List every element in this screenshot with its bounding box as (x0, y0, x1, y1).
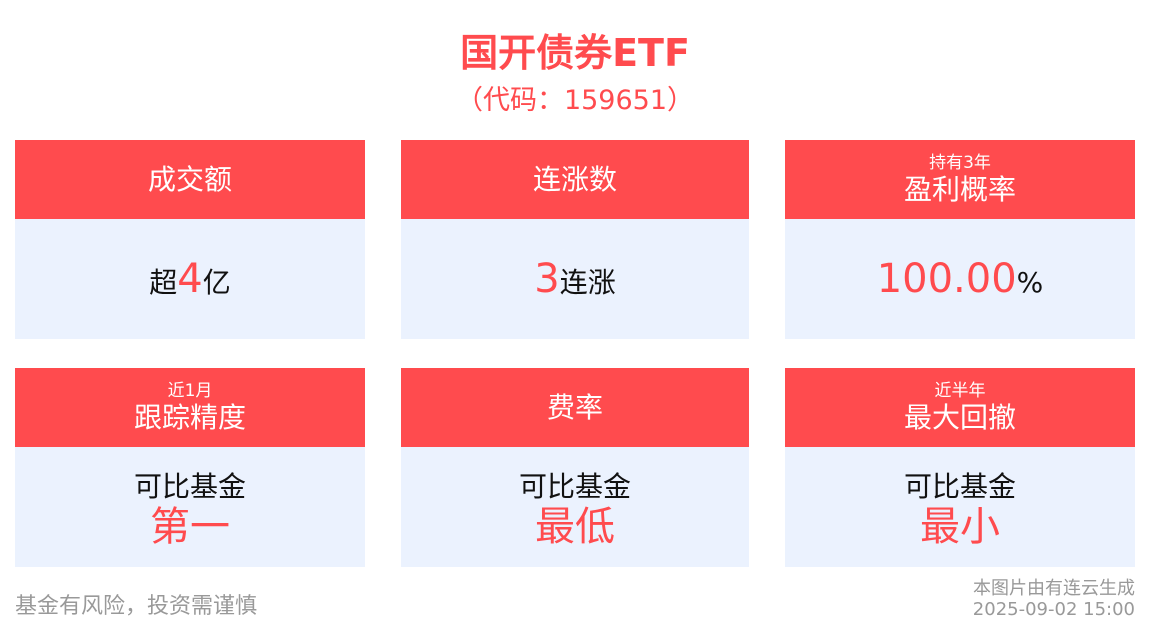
timestamp: 2025-09-02 15:00 (972, 599, 1135, 620)
card-subtitle: 持有3年 (929, 152, 991, 173)
card-title: 费率 (546, 390, 603, 424)
card-header: 近1月 跟踪精度 (15, 368, 365, 447)
fund-code: （代码：159651） (455, 85, 695, 116)
value-highlight: 100.00 (876, 256, 1017, 302)
card-body: 超4亿 (15, 219, 365, 339)
card-header: 连涨数 (401, 140, 749, 219)
card-title: 成交额 (147, 162, 232, 196)
card-fee-rate: 费率 可比基金 最低 (401, 368, 749, 567)
value-highlight: 3 (534, 256, 560, 302)
value-highlight: 4 (177, 256, 203, 302)
card-body: 3连涨 (401, 219, 749, 339)
value-suffix: % (1016, 266, 1044, 299)
card-body: 可比基金 最低 (401, 447, 749, 567)
card-title: 最大回撤 (903, 400, 1016, 434)
card-body: 可比基金 第一 (15, 447, 365, 567)
value-label: 可比基金 (133, 470, 246, 503)
card-tracking-accuracy: 近1月 跟踪精度 可比基金 第一 (15, 368, 365, 567)
source-note: 本图片由有连云生成 2025-09-02 15:00 (973, 578, 1135, 620)
value-suffix: 亿 (202, 266, 231, 299)
value-suffix: 连涨 (559, 266, 616, 299)
card-header: 成交额 (15, 140, 365, 219)
card-subtitle: 近1月 (167, 380, 213, 401)
page-title: 国开债券ETF (460, 31, 690, 75)
card-title: 盈利概率 (903, 172, 1016, 206)
value-label: 可比基金 (518, 470, 631, 503)
value-highlight: 第一 (150, 504, 230, 550)
card-subtitle: 近半年 (934, 380, 986, 401)
card-header: 近半年 最大回撤 (785, 368, 1135, 447)
card-title: 连涨数 (532, 162, 617, 196)
card-body: 可比基金 最小 (785, 447, 1135, 567)
card-title: 跟踪精度 (133, 400, 246, 434)
value-highlight: 最低 (535, 504, 615, 550)
card-max-drawdown: 近半年 最大回撤 可比基金 最小 (785, 368, 1135, 567)
card-body: 100.00% (785, 219, 1135, 339)
value-prefix: 超 (149, 266, 178, 299)
card-header: 持有3年 盈利概率 (785, 140, 1135, 219)
card-profit-probability: 持有3年 盈利概率 100.00% (785, 140, 1135, 339)
risk-disclaimer: 基金有风险，投资需谨慎 (15, 594, 258, 619)
card-header: 费率 (401, 368, 749, 447)
card-consecutive-rise: 连涨数 3连涨 (401, 140, 749, 339)
card-turnover: 成交额 超4亿 (15, 140, 365, 339)
value-label: 可比基金 (903, 470, 1016, 503)
value-highlight: 最小 (920, 504, 1000, 550)
source-text: 本图片由有连云生成 (973, 578, 1135, 599)
